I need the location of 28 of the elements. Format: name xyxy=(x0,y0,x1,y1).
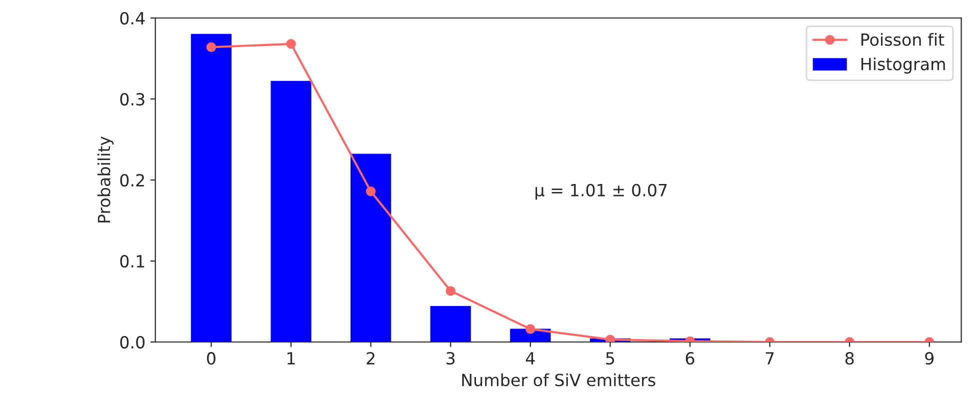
x-tick-label: 7 xyxy=(766,352,774,364)
y-tick-label: 0.4 xyxy=(120,12,145,25)
y-tick-label: 0.2 xyxy=(120,174,144,187)
bar xyxy=(430,306,471,342)
x-tick-label: 6 xyxy=(686,352,694,365)
x-tick-label: 8 xyxy=(845,352,854,365)
y-tick-label: 0.1 xyxy=(120,254,144,268)
x-tick-label: 5 xyxy=(606,352,614,365)
x-tick-label: 3 xyxy=(446,352,455,365)
bar xyxy=(190,34,232,342)
point xyxy=(366,186,376,196)
legend-label: Poisson fit xyxy=(861,33,944,46)
x-tick-label: 1 xyxy=(288,352,295,364)
y-axis-title: Probability xyxy=(97,136,114,222)
x-tick-label: 0 xyxy=(207,352,216,365)
x-tick-label: 2 xyxy=(366,352,374,364)
y-tick-label: 0.0 xyxy=(120,336,145,349)
y-tick-label: 0.3 xyxy=(120,92,144,106)
legend-label: Histogram xyxy=(861,57,945,74)
bar xyxy=(350,154,392,342)
x-axis-title: Number of SiV emitters xyxy=(462,373,656,386)
point xyxy=(605,334,616,342)
point xyxy=(206,42,216,52)
x-tick-label: 4 xyxy=(526,352,535,364)
annotation: μ = 1.01 ± 0.07 xyxy=(536,184,667,200)
x-tick-label: 9 xyxy=(925,352,934,365)
point xyxy=(286,39,296,49)
bar xyxy=(270,80,312,342)
